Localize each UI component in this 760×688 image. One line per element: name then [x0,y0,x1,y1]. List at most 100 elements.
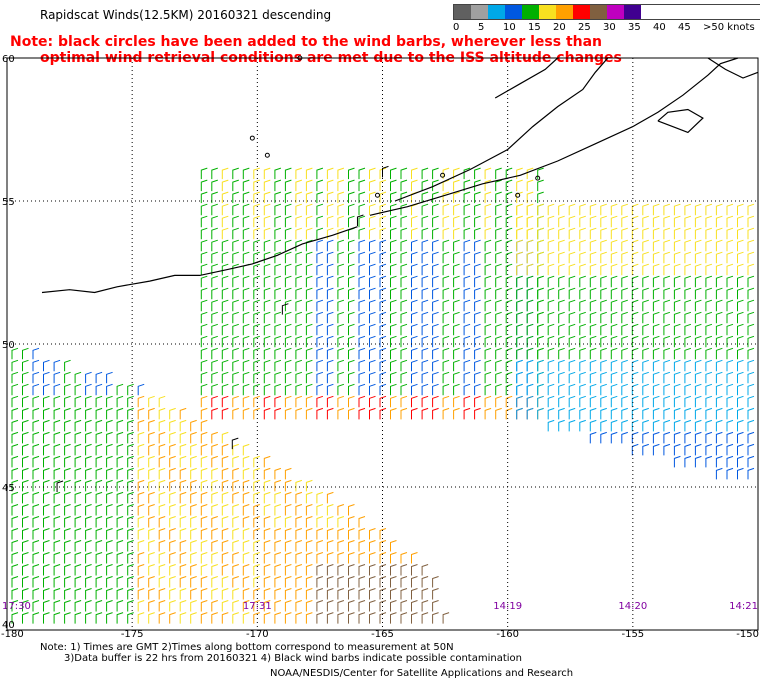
wind-barb [200,504,208,516]
wind-barb [526,239,534,252]
wind-barb [274,215,282,228]
wind-barb [579,359,586,372]
wind-barb [558,203,565,216]
wind-barb [747,407,755,420]
wind-barb [116,467,124,480]
wind-barb [652,275,660,288]
wind-barb [85,455,92,468]
wind-barb [631,335,639,348]
wind-barb [505,191,513,204]
wind-barb [705,419,713,432]
wind-barb [200,251,208,264]
wind-barb [631,419,639,432]
wind-barb [137,455,145,468]
wind-barb [369,239,376,252]
wind-barb [53,419,61,432]
wind-barb [652,239,660,252]
wind-barb [642,263,649,276]
wind-barb [642,299,649,312]
wind-barb [295,359,303,372]
wind-barb [642,407,649,420]
wind-barb [568,299,576,312]
wind-barb [369,299,376,312]
wind-barb [652,287,660,300]
wind-barb [190,600,197,612]
wind-barb [295,251,303,264]
wind-barb [589,251,597,264]
wind-barb [631,383,639,396]
wind-barb [610,383,618,396]
wind-barb [305,227,313,240]
wind-barb [579,311,586,324]
wind-barb [568,359,576,372]
wind-barb [432,407,439,420]
wind-barb [568,371,576,384]
wind-barb [22,552,29,564]
wind-barb [316,588,324,600]
wind-barb [558,287,565,300]
wind-barb [295,612,303,624]
wind-barb [442,335,450,348]
wind-barb [589,395,597,408]
wind-barb [190,431,197,444]
wind-barb [369,311,376,324]
wind-barb [474,251,481,264]
wind-barb [295,395,303,408]
wind-barb [200,612,208,624]
wind-barb [369,588,376,600]
wind-barb [621,263,628,276]
wind-barb [379,215,387,228]
wind-barb [95,576,103,588]
wind-barb [242,275,250,288]
wind-barb [694,407,702,420]
wind-barb [589,419,597,432]
wind-barb [453,275,460,288]
wind-barb [747,347,755,360]
wind-barb [631,239,639,252]
wind-barb [621,239,628,252]
wind-barb [274,323,282,336]
wind-barb [411,576,418,588]
wind-barb [106,371,113,384]
wind-barb [558,263,565,276]
wind-barb [348,287,355,300]
wind-barb [158,431,166,444]
wind-barb [495,335,502,348]
wind-barb [432,275,439,288]
wind-barb [726,407,734,420]
wind-barb [274,383,282,396]
wind-barb [326,600,334,612]
wind-barb [295,576,303,588]
wind-barb [116,479,124,492]
wind-barb [358,588,366,600]
wind-barb [305,359,313,372]
wind-barb [589,359,597,372]
wind-barb [116,455,124,468]
wind-barb [411,311,418,324]
wind-barb [221,516,229,528]
wind-barb [137,528,145,540]
wind-barb [284,564,292,576]
wind-barb [242,395,250,408]
wind-barb [284,407,292,420]
wind-barb [369,564,376,576]
wind-barb [200,287,208,300]
wind-barb [421,203,429,216]
wind-barb [200,323,208,336]
wind-barb [369,407,376,420]
wind-barb [348,576,355,588]
wind-barb [589,371,597,384]
wind-barb [737,251,744,264]
wind-barb [253,335,260,348]
wind-barb [32,395,40,408]
wind-barb [190,455,197,468]
wind-barb [211,588,218,600]
wind-barb [253,191,260,204]
wind-barb [305,588,313,600]
wind-barb [232,540,239,552]
wind-barb [621,419,628,432]
wind-barb [694,323,702,336]
wind-barb [22,383,29,396]
wind-barb [95,564,103,576]
wind-barb [484,311,492,324]
